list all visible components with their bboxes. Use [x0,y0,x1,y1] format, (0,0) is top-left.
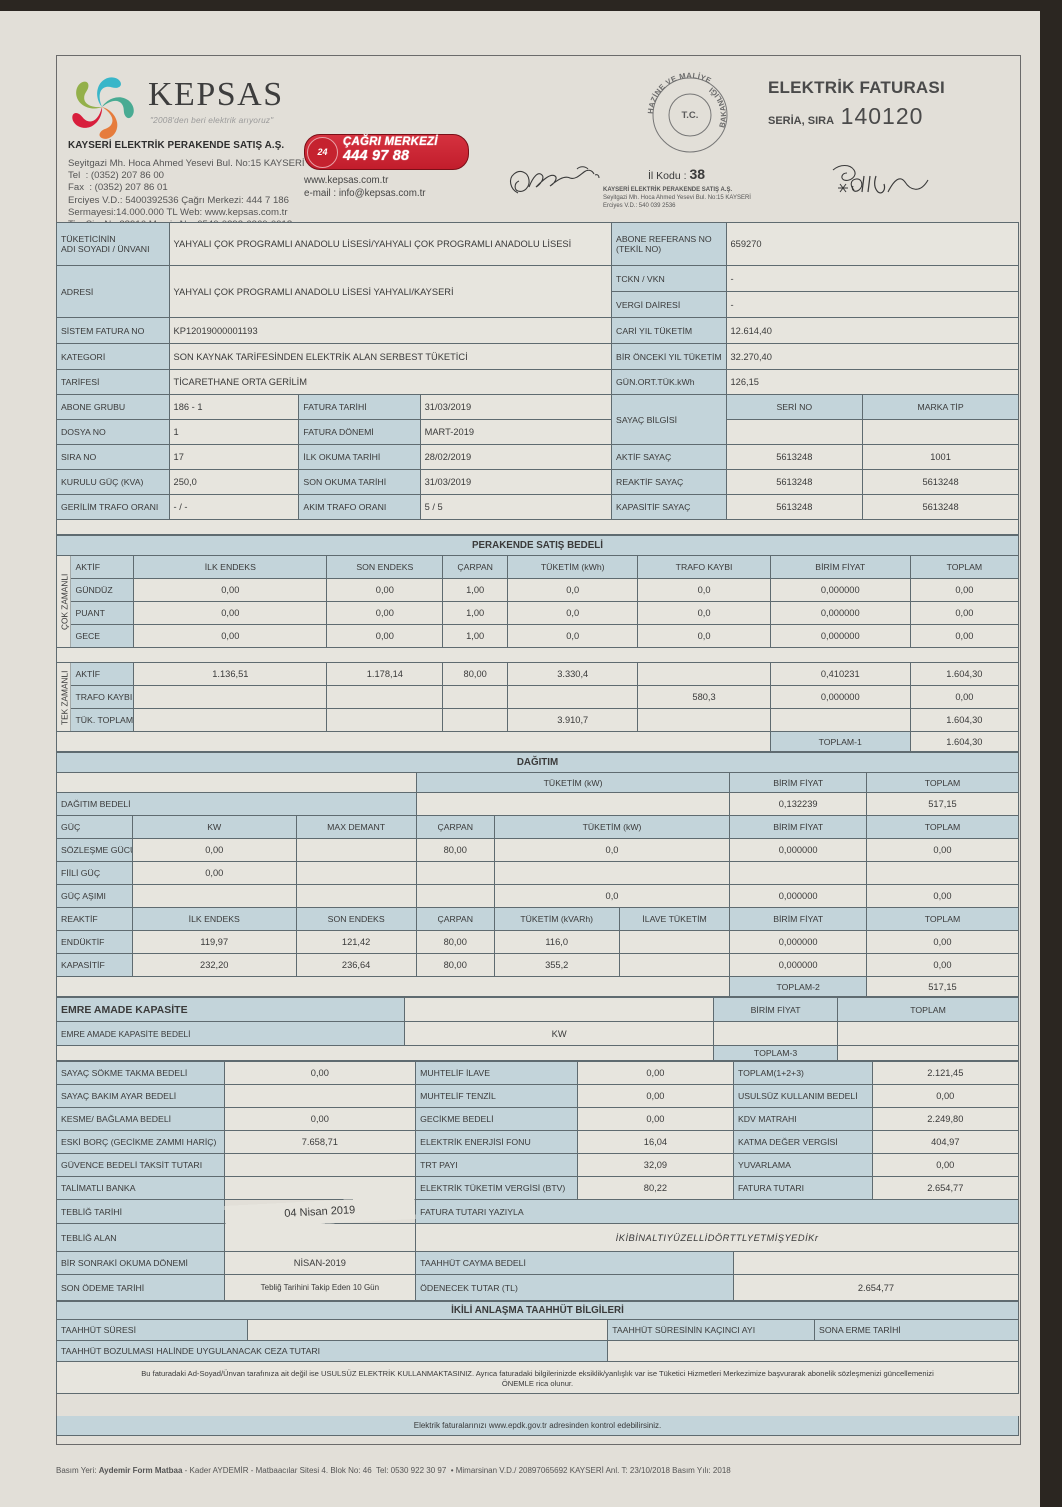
svg-text:HAZİNE VE MALİYE: HAZİNE VE MALİYE [646,71,713,114]
svg-text:BAKANLIĞI: BAKANLIĞI [707,85,728,128]
svg-text:T.C.: T.C. [682,110,699,121]
